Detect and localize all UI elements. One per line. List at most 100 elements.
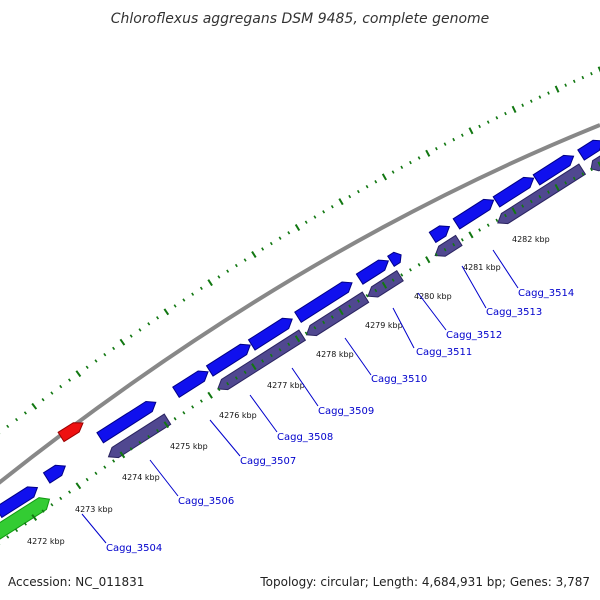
tick-mark xyxy=(330,205,334,209)
tick-mark xyxy=(581,75,585,80)
gene-label[interactable]: Cagg_3509 xyxy=(318,406,374,417)
reverse-gene-arrow[interactable] xyxy=(217,329,307,391)
leader-line xyxy=(344,337,372,376)
tick-mark xyxy=(538,195,542,199)
forward-gene-arrow[interactable] xyxy=(0,486,39,519)
kbp-label: 4282 kbp xyxy=(512,235,550,244)
forward-gene-arrow[interactable] xyxy=(57,422,84,443)
forward-gene-arrow[interactable] xyxy=(428,225,451,244)
tick-mark xyxy=(278,348,282,352)
gene-label[interactable]: Cagg_3513 xyxy=(486,307,542,318)
tick-mark xyxy=(261,247,265,251)
kbp-label-layer: 4272 kbp 4273 kbp 4274 kbp 4275 kbp 4276… xyxy=(27,235,550,546)
forward-gene-arrow[interactable] xyxy=(172,370,209,398)
tick-mark xyxy=(226,382,230,386)
tick-mark xyxy=(75,482,82,490)
tick-mark xyxy=(374,288,378,293)
tick-mark xyxy=(112,459,116,463)
tick-mark xyxy=(572,79,576,84)
tick-mark xyxy=(119,451,126,459)
forward-gene-arrow[interactable] xyxy=(452,198,495,230)
gene-label[interactable]: Cagg_3504 xyxy=(106,543,162,554)
tick-mark xyxy=(554,85,560,93)
tick-mark xyxy=(504,213,507,218)
tick-mark xyxy=(304,220,308,224)
tick-mark xyxy=(348,194,352,199)
reverse-gene-arrow[interactable] xyxy=(434,234,463,257)
gene-label[interactable]: Cagg_3510 xyxy=(371,374,427,385)
tick-mark xyxy=(31,514,38,521)
tick-mark xyxy=(15,417,19,422)
forward-gene-arrow[interactable] xyxy=(0,497,51,543)
tick-mark xyxy=(269,353,273,358)
tick-mark xyxy=(356,189,360,194)
gene-label[interactable]: Cagg_3506 xyxy=(178,496,234,507)
tick-mark xyxy=(511,207,517,215)
gene-label[interactable]: Cagg_3512 xyxy=(446,330,502,341)
tick-mark xyxy=(400,273,404,277)
tick-mark xyxy=(243,370,247,374)
gene-label-layer: Cagg_3504 Cagg_3506 Cagg_3507 Cagg_3508 … xyxy=(106,288,574,554)
tick-mark xyxy=(434,252,438,257)
forward-gene-arrow[interactable] xyxy=(42,464,67,484)
reverse-gene-arrow[interactable] xyxy=(305,291,370,337)
tick-mark xyxy=(119,338,126,346)
tick-mark xyxy=(31,402,38,410)
tick-mark xyxy=(173,417,177,421)
tick-mark xyxy=(572,176,576,181)
tick-mark xyxy=(138,328,142,332)
tick-mark xyxy=(251,250,257,258)
leader-line xyxy=(291,367,319,407)
forward-gene-arrow[interactable] xyxy=(577,139,600,161)
tick-mark xyxy=(313,326,317,330)
tick-mark xyxy=(478,228,482,232)
tick-mark xyxy=(138,441,142,445)
tick-mark xyxy=(425,256,431,264)
tick-mark xyxy=(217,387,221,392)
tick-mark xyxy=(6,424,10,429)
inner-tick-ring xyxy=(0,161,600,545)
tick-mark xyxy=(68,378,72,382)
tick-mark xyxy=(425,149,431,157)
tick-mark xyxy=(417,263,421,267)
gene-label[interactable]: Cagg_3508 xyxy=(277,432,333,443)
tick-mark xyxy=(269,241,273,246)
tick-mark xyxy=(182,298,186,302)
tick-mark xyxy=(50,391,54,395)
genome-summary-text: Topology: circular; Length: 4,684,931 bp… xyxy=(259,575,590,589)
forward-gene-arrow[interactable] xyxy=(294,281,353,323)
forward-gene-arrow[interactable] xyxy=(96,400,157,444)
forward-gene-arrow[interactable] xyxy=(387,251,402,267)
tick-mark xyxy=(41,397,45,402)
reverse-gene-arrow[interactable] xyxy=(497,163,587,225)
kbp-label: 4278 kbp xyxy=(316,350,354,359)
tick-mark xyxy=(443,142,447,146)
forward-gene-arrow[interactable] xyxy=(532,154,575,186)
kbp-label: 4274 kbp xyxy=(122,473,160,482)
gene-label[interactable]: Cagg_3511 xyxy=(416,347,472,358)
reverse-gene-arrow[interactable] xyxy=(107,413,172,459)
tick-mark xyxy=(156,428,160,433)
tick-mark xyxy=(564,181,568,185)
tick-mark xyxy=(417,156,421,160)
tick-mark xyxy=(452,137,456,142)
tick-mark xyxy=(85,365,89,369)
tick-mark xyxy=(163,308,170,316)
forward-gene-arrow[interactable] xyxy=(205,343,251,377)
forward-gene-arrow[interactable] xyxy=(247,317,293,351)
tick-mark xyxy=(597,66,600,73)
forward-gene-arrow[interactable] xyxy=(355,259,390,285)
tick-mark xyxy=(163,421,170,429)
kbp-label: 4276 kbp xyxy=(219,411,257,420)
forward-gene-arrow[interactable] xyxy=(492,176,535,208)
gene-label[interactable]: Cagg_3514 xyxy=(518,288,574,299)
leader-line xyxy=(81,513,107,544)
map-title: Chloroflexus aggregans DSM 9485, complet… xyxy=(111,11,490,27)
gene-label[interactable]: Cagg_3507 xyxy=(240,456,296,467)
kbp-label: 4272 kbp xyxy=(27,537,65,546)
reverse-gene-arrow[interactable] xyxy=(590,155,600,172)
tick-mark xyxy=(538,95,542,99)
tick-mark xyxy=(511,105,517,113)
reverse-gene-arrow[interactable] xyxy=(367,270,404,298)
tick-mark xyxy=(217,275,221,279)
